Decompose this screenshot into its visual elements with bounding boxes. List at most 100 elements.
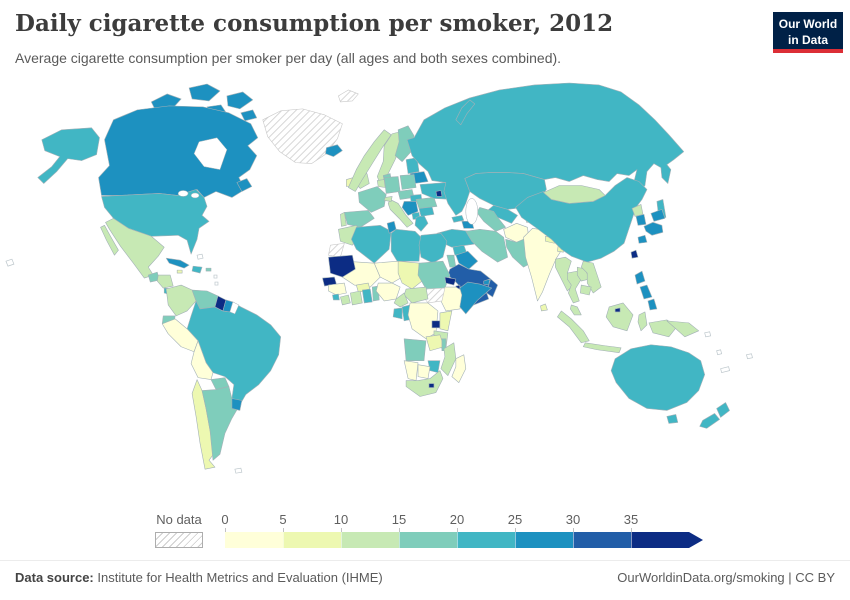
country-vietnam[interactable] bbox=[580, 260, 602, 294]
country-canada[interactable] bbox=[240, 109, 258, 122]
country-poland[interactable] bbox=[399, 174, 417, 190]
country-cameroon[interactable] bbox=[393, 292, 409, 308]
country-puerto-rico[interactable] bbox=[205, 267, 212, 272]
country-canada[interactable] bbox=[236, 178, 253, 192]
country-uganda[interactable] bbox=[431, 320, 441, 329]
country-honduras-nicaragua[interactable] bbox=[156, 274, 174, 289]
country-ghana[interactable] bbox=[361, 288, 373, 304]
country-hispaniola[interactable] bbox=[191, 265, 203, 274]
country-egypt[interactable] bbox=[418, 232, 448, 264]
country-colombia[interactable] bbox=[165, 284, 197, 317]
country-germany[interactable] bbox=[383, 176, 401, 194]
legend-segment-20[interactable] bbox=[457, 532, 515, 548]
country-indonesia-sulawesi[interactable] bbox=[637, 311, 648, 332]
legend-segment-35[interactable] bbox=[631, 532, 703, 548]
country-indonesia-sumatra[interactable] bbox=[557, 310, 590, 344]
country-philippines[interactable] bbox=[639, 284, 653, 300]
country-nigeria[interactable] bbox=[375, 282, 401, 302]
country-baltics[interactable] bbox=[405, 157, 420, 174]
country-new-zealand[interactable] bbox=[716, 402, 730, 418]
country-kenya[interactable] bbox=[439, 310, 453, 332]
country-brunei[interactable] bbox=[614, 307, 621, 313]
country-mongolia[interactable] bbox=[543, 185, 606, 204]
legend-segment-0[interactable] bbox=[225, 532, 283, 548]
country-sudan[interactable] bbox=[417, 260, 451, 290]
country-benelux[interactable] bbox=[376, 179, 386, 188]
country-western-sahara[interactable] bbox=[328, 242, 345, 258]
country-canada[interactable] bbox=[188, 83, 221, 102]
country-usa-alaska[interactable] bbox=[37, 127, 100, 184]
country-canada[interactable] bbox=[98, 105, 259, 198]
country-liberia[interactable] bbox=[340, 294, 351, 306]
country-sierra-leone[interactable] bbox=[332, 293, 340, 301]
country-portugal[interactable] bbox=[340, 212, 347, 227]
country-argentina[interactable] bbox=[201, 386, 240, 461]
legend-no-data-swatch[interactable] bbox=[155, 532, 203, 548]
country-papua-new-guinea[interactable] bbox=[666, 320, 700, 338]
country-gabon[interactable] bbox=[392, 307, 403, 320]
country-moldova[interactable] bbox=[435, 190, 443, 197]
country-indonesia-borneo[interactable] bbox=[605, 302, 634, 332]
country-uruguay[interactable] bbox=[231, 398, 243, 411]
country-switzerland[interactable] bbox=[383, 196, 393, 202]
country-namibia[interactable] bbox=[403, 360, 419, 381]
country-turkmenistan[interactable] bbox=[476, 207, 506, 232]
country-spain[interactable] bbox=[344, 210, 375, 228]
country-sweden[interactable] bbox=[376, 131, 402, 184]
country-japan[interactable] bbox=[650, 209, 666, 222]
country-france[interactable] bbox=[358, 186, 387, 213]
legend-segment-10[interactable] bbox=[341, 532, 399, 548]
country-new-zealand[interactable] bbox=[699, 413, 720, 429]
country-australia-tasmania[interactable] bbox=[666, 414, 679, 424]
country-botswana[interactable] bbox=[417, 364, 431, 379]
country-cuba[interactable] bbox=[165, 257, 190, 269]
owid-link[interactable]: OurWorldinData.org/smoking | CC BY bbox=[617, 570, 835, 585]
legend-segment-30[interactable] bbox=[573, 532, 631, 548]
country-indonesia-java[interactable] bbox=[582, 342, 622, 354]
country-australia[interactable] bbox=[610, 344, 705, 411]
country-iran[interactable] bbox=[465, 229, 508, 263]
country-jordan-israel[interactable] bbox=[446, 254, 457, 268]
country-car[interactable] bbox=[403, 286, 429, 304]
country-south-korea[interactable] bbox=[635, 214, 647, 226]
country-libya[interactable] bbox=[390, 229, 422, 262]
country-somalia[interactable] bbox=[459, 281, 492, 315]
country-south-africa[interactable] bbox=[405, 370, 444, 397]
country-canada[interactable] bbox=[226, 91, 254, 110]
country-mexico-baja[interactable] bbox=[100, 225, 119, 256]
country-guinea[interactable] bbox=[328, 282, 347, 296]
country-georgia[interactable] bbox=[451, 215, 465, 223]
country-sri-lanka[interactable] bbox=[540, 303, 548, 312]
country-svalbard[interactable] bbox=[338, 89, 359, 103]
country-japan[interactable] bbox=[643, 222, 664, 236]
country-jamaica[interactable] bbox=[176, 269, 183, 274]
country-ivory-coast[interactable] bbox=[350, 290, 363, 306]
country-greece[interactable] bbox=[414, 215, 429, 232]
country-lesotho[interactable] bbox=[428, 383, 435, 388]
country-mauritania[interactable] bbox=[328, 254, 356, 278]
country-angola[interactable] bbox=[403, 338, 427, 361]
country-bolivia[interactable] bbox=[190, 340, 214, 380]
country-taiwan[interactable] bbox=[630, 249, 639, 259]
legend-segment-5[interactable] bbox=[283, 532, 341, 548]
country-iraq[interactable] bbox=[455, 250, 479, 270]
country-romania[interactable] bbox=[415, 197, 438, 209]
country-uae[interactable] bbox=[483, 278, 490, 286]
owid-logo[interactable]: Our World in Data bbox=[773, 12, 843, 53]
country-niger[interactable] bbox=[373, 260, 403, 284]
country-finland[interactable] bbox=[394, 125, 415, 162]
country-japan[interactable] bbox=[637, 234, 648, 244]
country-philippines[interactable] bbox=[634, 270, 646, 285]
country-italy[interactable] bbox=[387, 199, 414, 228]
country-eritrea[interactable] bbox=[444, 276, 457, 286]
country-philippines[interactable] bbox=[647, 298, 658, 311]
country-indonesia-papua[interactable] bbox=[648, 319, 678, 338]
country-malaysia[interactable] bbox=[570, 304, 582, 316]
legend-segment-25[interactable] bbox=[515, 532, 573, 548]
country-russia[interactable] bbox=[406, 82, 685, 216]
country-madagascar[interactable] bbox=[451, 354, 467, 383]
country-mozambique[interactable] bbox=[440, 342, 457, 376]
country-cambodia[interactable] bbox=[579, 284, 592, 296]
country-algeria[interactable] bbox=[351, 225, 392, 264]
legend-segment-15[interactable] bbox=[399, 532, 457, 548]
